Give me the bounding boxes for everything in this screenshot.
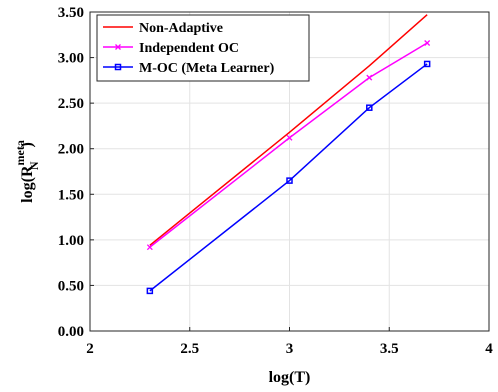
data-point — [366, 104, 373, 111]
series-line — [149, 63, 428, 292]
data-point — [424, 40, 431, 46]
series-line — [149, 14, 428, 246]
ticks: 2 2.5 3 3.5 4 0.00 0.50 1.00 1.50 2.00 2.50 3.00 3.5… — [58, 5, 494, 357]
y-tick-label: 3.00 — [58, 51, 84, 67]
y-axis-label-subscript: N — [27, 161, 41, 170]
series-layer — [146, 14, 431, 295]
series-1 — [149, 14, 428, 246]
y-axis-label-suffix: ) — [19, 142, 36, 147]
legend-item-2: Independent OC — [103, 41, 239, 56]
legend-item-3: M-OC (Meta Learner) — [103, 61, 275, 76]
series-2 — [146, 40, 431, 251]
y-axis-label-superscript: meta — [13, 140, 27, 165]
y-axis-label-prefix: log(R — [19, 165, 36, 203]
x-axis-label: log(T) — [269, 369, 311, 386]
data-point — [286, 134, 293, 141]
x-tick-label: 2 — [86, 341, 94, 357]
y-tick-label: 1.50 — [58, 187, 84, 203]
data-point — [146, 287, 154, 295]
y-tick-label: 1.00 — [58, 233, 84, 249]
y-tick-label: 0.00 — [58, 324, 84, 340]
y-tick-label: 3.50 — [58, 5, 84, 21]
data-point — [286, 177, 293, 184]
legend-label: Non-Adaptive — [139, 21, 223, 36]
data-point — [146, 244, 153, 251]
y-tick-label: 0.50 — [58, 278, 84, 294]
x-tick-label: 3.5 — [380, 341, 399, 357]
y-axis-label: log(RmetaN) — [13, 140, 41, 203]
x-tick-label: 4 — [485, 341, 493, 357]
legend-label: M-OC (Meta Learner) — [139, 61, 275, 76]
series-line — [149, 42, 428, 248]
y-tick-label: 2.50 — [58, 96, 84, 112]
legend-box — [96, 14, 310, 82]
legend: Non-Adaptive Independent OC M-OC (Meta Lea… — [96, 14, 310, 82]
series-3 — [146, 60, 431, 295]
x-tick-label: 2.5 — [180, 341, 199, 357]
y-tick-label: 2.00 — [58, 142, 84, 158]
legend-item-1: Non-Adaptive — [103, 21, 223, 36]
x-tick-label: 3 — [286, 341, 294, 357]
legend-label: Independent OC — [139, 41, 239, 56]
data-point — [423, 60, 431, 68]
data-point — [366, 74, 373, 81]
